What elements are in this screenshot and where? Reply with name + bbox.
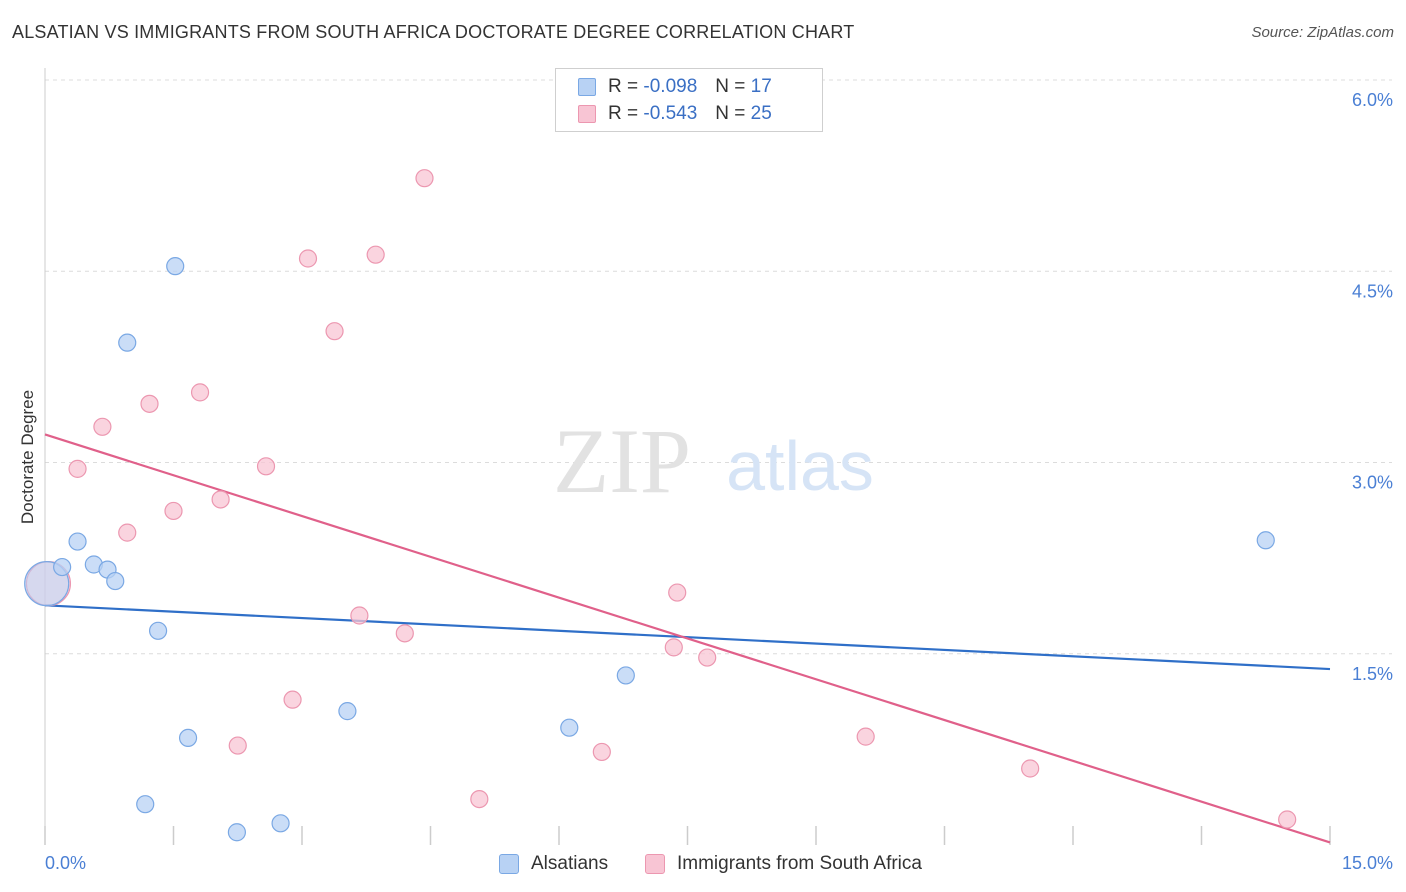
data-point-immigrants: [366, 245, 385, 264]
trend-layer: [44, 433, 1331, 844]
legend-n-label: N =: [715, 76, 746, 97]
series-legend: Alsatians Immigrants from South Africa: [0, 850, 1406, 880]
data-point-immigrants: [856, 727, 875, 746]
legend-swatch-blue: [578, 78, 596, 96]
legend-label-alsatians: Alsatians: [531, 853, 609, 874]
data-point-immigrants: [415, 169, 434, 188]
data-point-alsatians: [148, 621, 168, 640]
data-point-alsatians: [178, 728, 198, 748]
y-tick-label: 4.5%: [1352, 281, 1393, 301]
data-point-immigrants: [470, 789, 489, 809]
data-point-alsatians: [118, 333, 137, 352]
tick-label-layer: 1.5% 3.0% 4.5% 6.0% 0.0% 15.0%: [45, 90, 1393, 873]
legend-row-immigrants: R = -0.543 N = 25: [578, 102, 772, 126]
y-tick-label: 6.0%: [1352, 90, 1393, 110]
correlation-legend: R = -0.098 N = 17 R = -0.543 N = 25: [555, 68, 823, 132]
data-point-immigrants: [298, 249, 318, 268]
data-point-immigrants: [283, 690, 302, 709]
points-layer: [24, 169, 1297, 842]
y-tick-label: 3.0%: [1352, 473, 1393, 493]
legend-item-immigrants[interactable]: Immigrants from South Africa: [645, 850, 922, 878]
legend-n-value: 17: [750, 76, 772, 97]
legend-item-alsatians[interactable]: Alsatians: [499, 850, 608, 878]
x-tick-label: 15.0%: [1342, 853, 1393, 873]
x-tick-label: 0.0%: [45, 853, 86, 873]
data-point-immigrants: [350, 606, 369, 625]
data-point-immigrants: [1278, 810, 1297, 829]
data-point-immigrants: [68, 459, 87, 478]
data-point-immigrants: [668, 583, 687, 602]
chart-title: ALSATIAN VS IMMIGRANTS FROM SOUTH AFRICA…: [12, 22, 855, 42]
data-point-alsatians: [136, 795, 155, 814]
watermark: ZIP atlas: [553, 410, 874, 512]
data-point-immigrants: [211, 490, 230, 509]
watermark-zip: ZIP: [553, 410, 691, 512]
legend-swatch-pink: [578, 105, 596, 123]
data-point-immigrants: [325, 322, 344, 341]
data-point-immigrants: [698, 648, 717, 667]
data-point-alsatians: [616, 666, 635, 685]
data-point-alsatians: [1256, 531, 1275, 550]
data-point-alsatians: [53, 557, 72, 577]
legend-label-immigrants: Immigrants from South Africa: [677, 853, 922, 874]
data-point-immigrants: [664, 638, 683, 657]
legend-n-label: N =: [715, 103, 746, 124]
grid-layer: [45, 79, 1392, 655]
data-point-immigrants: [118, 523, 137, 542]
data-point-alsatians: [166, 257, 185, 276]
legend-row-alsatians: R = -0.098 N = 17: [578, 75, 772, 99]
data-point-immigrants: [93, 417, 112, 436]
data-point-alsatians: [338, 702, 357, 721]
data-point-alsatians: [68, 532, 87, 551]
legend-r-label: R =: [608, 103, 639, 124]
data-point-immigrants: [592, 742, 611, 762]
data-point-immigrants: [228, 736, 247, 755]
trend-line-alsatians: [44, 604, 1331, 671]
data-point-alsatians: [271, 814, 290, 833]
legend-r-value: -0.543: [643, 103, 698, 124]
data-point-alsatians: [560, 718, 579, 737]
data-point-immigrants: [395, 624, 414, 643]
legend-r-value: -0.098: [643, 76, 698, 97]
legend-swatch-pink: [645, 854, 665, 874]
legend-n-value: 25: [750, 103, 772, 124]
data-point-immigrants: [256, 457, 276, 476]
watermark-atlas: atlas: [726, 427, 874, 505]
data-point-immigrants: [190, 383, 210, 402]
data-point-alsatians: [227, 823, 246, 842]
source-label: Source: ZipAtlas.com: [1251, 24, 1394, 41]
y-tick-label: 1.5%: [1352, 664, 1393, 684]
data-point-immigrants: [140, 394, 159, 413]
data-point-alsatians: [106, 571, 125, 591]
trend-line-immigrants: [44, 433, 1331, 844]
data-point-immigrants: [164, 501, 183, 521]
axis-layer: [44, 68, 1331, 845]
legend-r-label: R =: [608, 76, 639, 97]
data-point-immigrants: [1021, 759, 1040, 778]
legend-swatch-blue: [499, 854, 519, 874]
